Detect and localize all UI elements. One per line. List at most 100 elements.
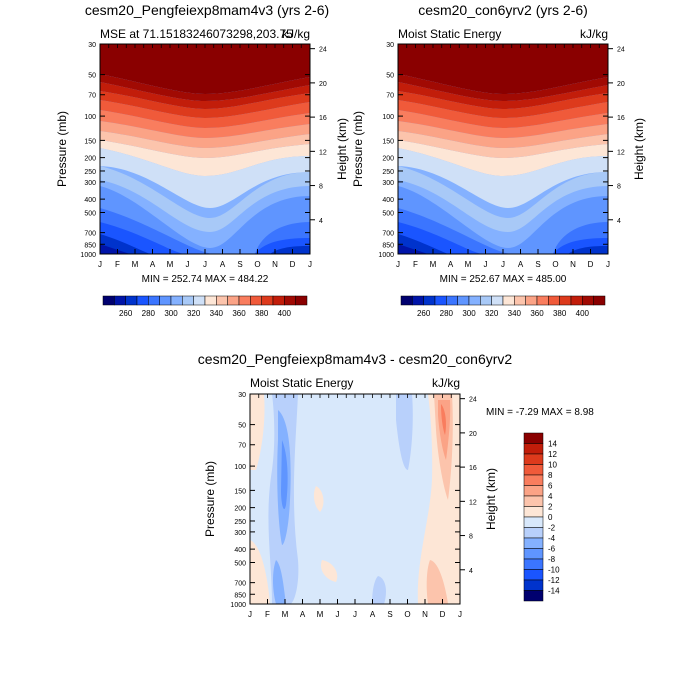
panel-2-contours <box>398 44 608 254</box>
colorbar-label: -2 <box>548 524 556 533</box>
x-tick-label: J <box>203 260 207 269</box>
colorbar-label: -10 <box>548 566 560 575</box>
y-tick-label: 200 <box>382 156 394 163</box>
y-tick-label: 250 <box>234 519 246 526</box>
y-tick-label: 200 <box>84 156 96 163</box>
colorbar-box <box>193 295 206 306</box>
colorbar-box <box>523 537 544 549</box>
colorbar-box <box>261 295 274 306</box>
x-tick-label: M <box>430 260 437 269</box>
y-tick-label: 500 <box>84 210 96 217</box>
colorbar-box <box>412 295 424 306</box>
panel-3-pos-january-upper <box>250 394 265 470</box>
panel-1-colorbar: 260 280 300 320 340 360 380 400 <box>102 295 308 318</box>
height-tick-label: 16 <box>617 115 625 122</box>
colorbar-box <box>523 485 544 497</box>
colorbar-label: 300 <box>462 309 476 318</box>
panel-3-contours <box>250 394 460 604</box>
x-tick-label: F <box>265 610 270 619</box>
colorbar-label: 360 <box>530 309 544 318</box>
colorbar-label: 320 <box>485 309 499 318</box>
x-tick-label: O <box>404 610 410 619</box>
y-tick-label: 250 <box>84 169 96 176</box>
height-tick-label: 24 <box>617 47 625 54</box>
colorbar-label: 12 <box>548 450 557 459</box>
x-tick-label: F <box>115 260 120 269</box>
colorbar-label: -4 <box>548 534 556 543</box>
colorbar-box <box>295 295 308 306</box>
colorbar-label: 340 <box>508 309 522 318</box>
height-tick-label: 24 <box>319 47 327 54</box>
colorbar-box <box>525 295 538 306</box>
x-tick-label: D <box>290 260 296 269</box>
y-tick-label: 200 <box>234 506 246 513</box>
x-tick-label: J <box>606 260 610 269</box>
panel-1-height-axis: 24 20 16 12 8 4 <box>310 47 327 225</box>
x-tick-label: M <box>132 260 139 269</box>
panel-1-band-k <box>100 131 310 158</box>
colorbar-label: 280 <box>142 309 156 318</box>
colorbar-box <box>514 295 526 306</box>
colorbar-label: 14 <box>548 440 557 449</box>
height-tick-label: 4 <box>319 218 323 225</box>
panel-2-band-i <box>398 148 608 208</box>
x-tick-label: N <box>570 260 576 269</box>
panel-3-right-string: kJ/kg <box>432 376 460 390</box>
panel-3-neg-march-low <box>273 560 286 604</box>
panel-1-band-q <box>100 74 310 101</box>
panel-2-height-axis: 24 20 16 12 8 4 <box>608 47 625 225</box>
y-tick-label: 50 <box>386 73 394 80</box>
height-tick-label: 12 <box>617 149 625 156</box>
panel-1-contours <box>100 44 310 254</box>
x-tick-label: J <box>484 260 488 269</box>
height-tick-label: 8 <box>469 534 473 541</box>
x-tick-label: O <box>254 260 260 269</box>
x-tick-label: D <box>440 610 446 619</box>
x-tick-label: J <box>458 610 462 619</box>
x-tick-label: A <box>370 610 376 619</box>
panel-1-y-axis: 30 50 70 100 150 200 250 300 400 500 700 850 1000 <box>80 42 311 259</box>
colorbar-box <box>582 295 594 306</box>
panel-2-stats: MIN = 252.67 MAX = 485.00 <box>440 274 567 285</box>
colorbar-box <box>136 295 149 306</box>
colorbar-label: 340 <box>210 309 224 318</box>
panel-1-right-string: kJ/kg <box>282 27 310 41</box>
y-tick-label: 1000 <box>230 602 246 609</box>
panel-3-left-string: Moist Static Energy <box>250 376 353 390</box>
panel-2-band-r <box>398 44 608 94</box>
y-tick-label: 30 <box>88 42 96 49</box>
panel-2-band-l <box>398 121 608 148</box>
colorbar-label: 6 <box>548 482 553 491</box>
colorbar-label: -6 <box>548 545 556 554</box>
x-tick-label: S <box>387 610 392 619</box>
panel-2-y-label: Pressure (mb) <box>351 111 365 187</box>
panel-3-y-axis: 30 50 70 100 150 200 250 300 400 500 700 850 1000 <box>230 392 461 609</box>
colorbar-label: 260 <box>417 309 431 318</box>
panel-1-band-n <box>100 100 310 128</box>
colorbar-box <box>523 443 544 455</box>
panel-2-left-string: Moist Static Energy <box>398 27 501 41</box>
panel-2-band-g <box>568 246 608 254</box>
y-tick-label: 850 <box>234 592 246 599</box>
colorbar-label: 10 <box>548 461 557 470</box>
colorbar-box <box>491 295 504 306</box>
height-tick-label: 4 <box>469 568 473 575</box>
x-tick-label: J <box>248 610 252 619</box>
panel-2-right-string: kJ/kg <box>580 27 608 41</box>
panel-1-band-h <box>100 166 310 232</box>
colorbar-box <box>114 295 126 306</box>
panel-3-pos-april-spot <box>320 560 338 582</box>
y-tick-label: 100 <box>84 114 96 121</box>
x-tick-label: J <box>186 260 190 269</box>
panel-1-band-f <box>100 244 130 254</box>
panel-2: cesm20_con6yrv2 (yrs 2-6) Moist Static E… <box>351 2 646 318</box>
x-tick-label: A <box>150 260 156 269</box>
height-tick-label: 16 <box>319 115 327 122</box>
colorbar-box <box>559 295 572 306</box>
colorbar-box <box>523 569 544 581</box>
panel-2-band-f <box>398 244 428 254</box>
y-tick-label: 500 <box>382 210 394 217</box>
